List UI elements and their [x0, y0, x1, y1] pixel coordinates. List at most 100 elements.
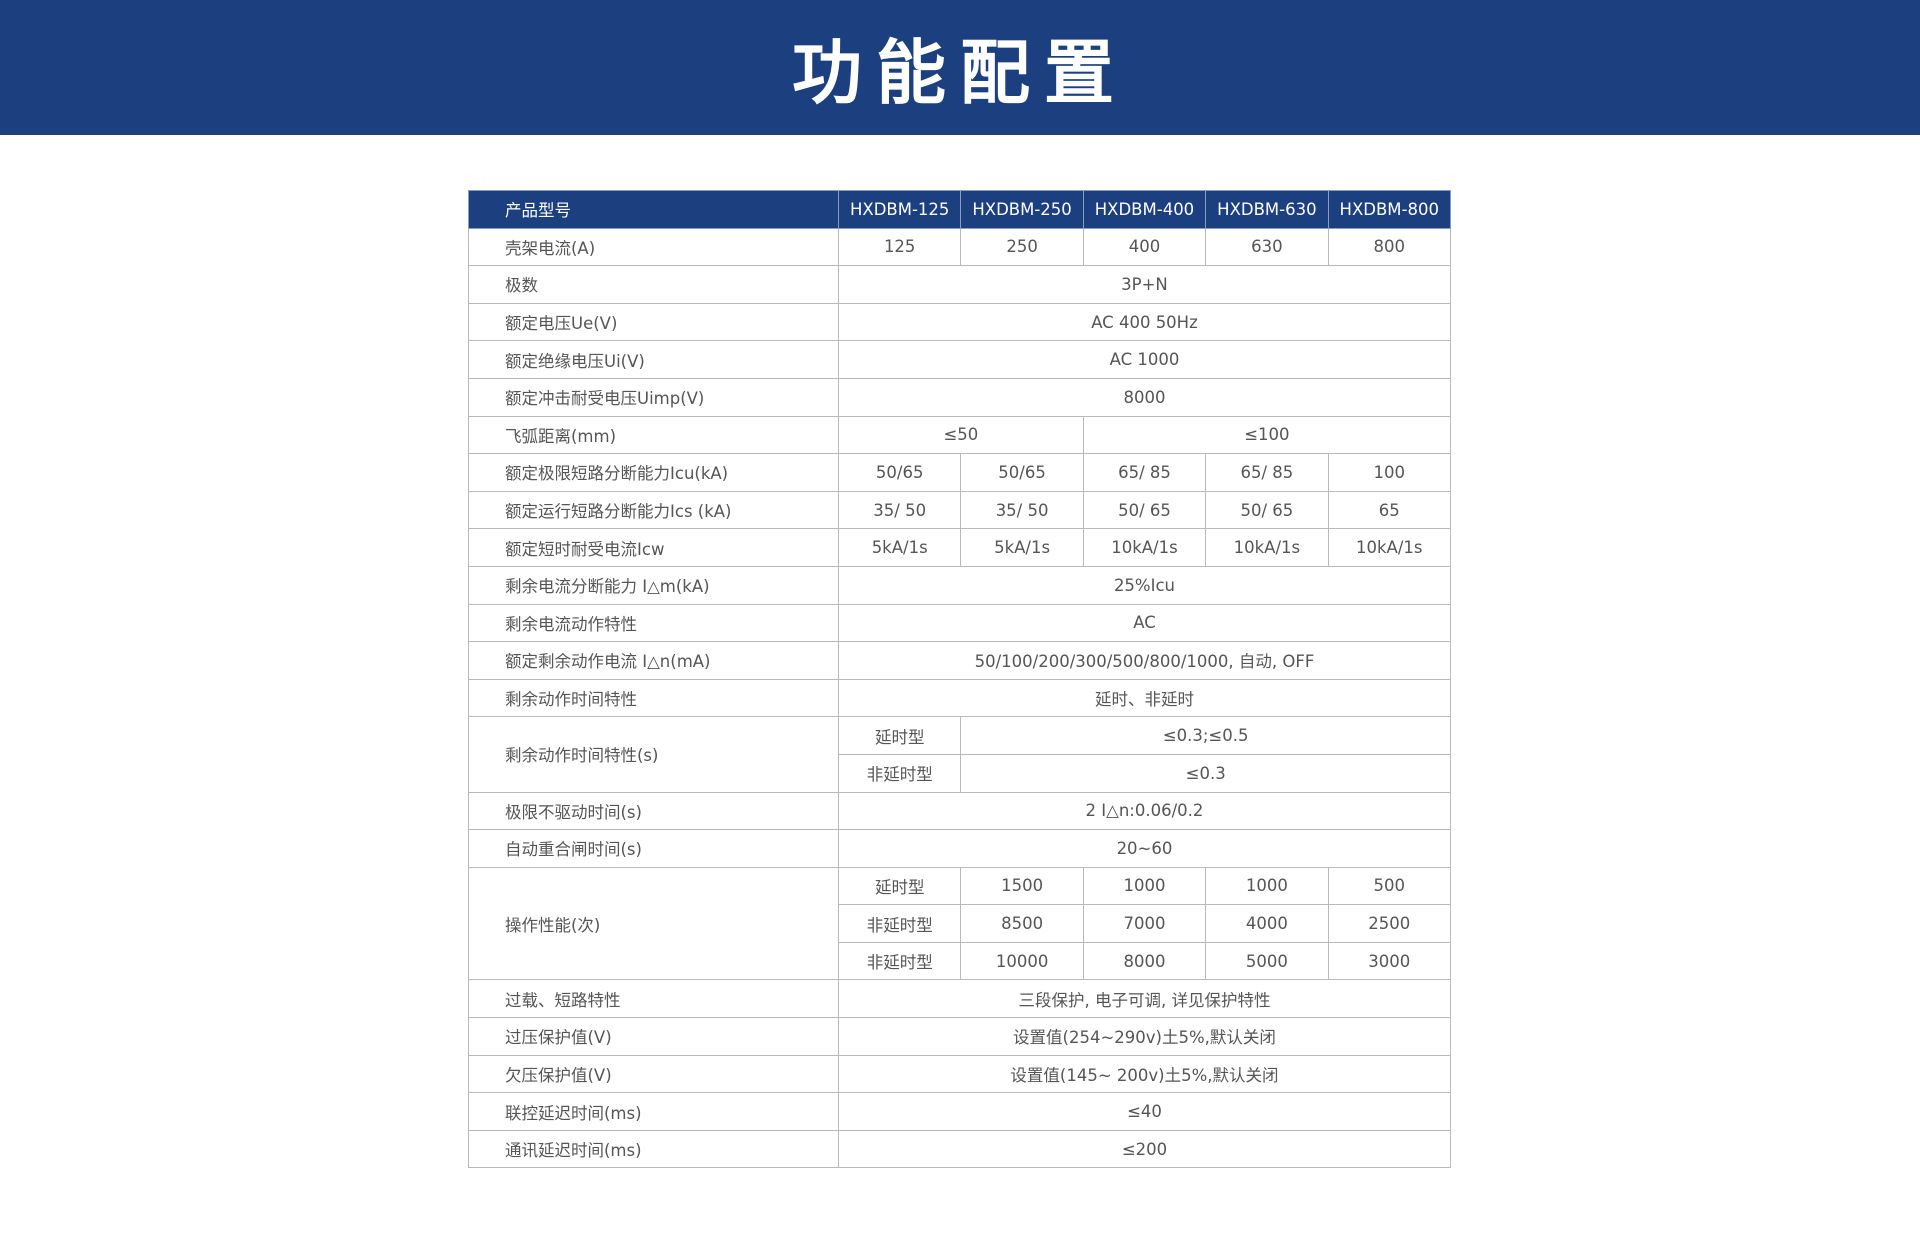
row-label: 剩余电流分断能力 I△m(kA) — [468, 565, 839, 605]
cell-value: 25%Icu — [838, 565, 1451, 605]
table-row: 额定短时耐受电流Icw 5kA/1s 5kA/1s 10kA/1s 10kA/1s 10k… — [468, 528, 1451, 567]
header-model: HXDBM-630 — [1205, 190, 1329, 229]
table-row: 剩余动作时间特性(s) 延时型 ≤0.3;≤0.5 — [468, 716, 1451, 793]
row-label: 自动重合闸时间(s) — [468, 829, 839, 868]
cell-value: 延时型 — [837, 866, 962, 906]
cell-value: 50/100/200/300/500/800/1000, 自动, OFF — [838, 641, 1451, 680]
table-row: 壳架电流(A) 125 250 400 630 800 — [468, 227, 1451, 267]
cell-value: 250 — [960, 227, 1084, 267]
cell-value: 5kA/1s — [837, 528, 962, 567]
row-label: 操作性能(次) — [468, 866, 839, 981]
row-label: 欠压保护值(V) — [468, 1054, 839, 1094]
table-row: 剩余电流分断能力 I△m(kA) 25%Icu — [468, 565, 1451, 605]
table-row: 极限不驱动时间(s) 2 I△n:0.06/0.2 — [468, 791, 1451, 831]
row-label: 极限不驱动时间(s) — [468, 791, 839, 831]
row-label: 飞弧距离(mm) — [468, 415, 839, 455]
table-row: 额定运行短路分断能力Ics (kA) 35/ 50 35/ 50 50/ 65 50/ … — [468, 490, 1451, 530]
cell-value: 500 — [1327, 866, 1451, 906]
cell-value: 延时、非延时 — [838, 678, 1451, 718]
cell-value: 10kA/1s — [1205, 528, 1329, 567]
table-row: 欠压保护值(V) 设置值(145~ 200v)土5%,默认关闭 — [468, 1054, 1451, 1094]
row-label: 过载、短路特性 — [468, 979, 839, 1019]
cell-value: 8500 — [960, 904, 1084, 943]
cell-value: 50/ 65 — [1205, 490, 1329, 530]
row-label: 额定冲击耐受电压Uimp(V) — [468, 377, 839, 417]
cell-value: 非延时型 — [837, 753, 962, 793]
row-label: 额定短时耐受电流Icw — [468, 528, 839, 567]
cell-value: 400 — [1082, 227, 1207, 267]
table-row: 额定电压Ue(V) AC 400 50Hz — [468, 302, 1451, 342]
cell-value: 50/65 — [960, 453, 1084, 492]
table-row: 飞弧距离(mm) ≤50 ≤100 — [468, 415, 1451, 455]
row-label: 剩余动作时间特性 — [468, 678, 839, 718]
row-label: 额定绝缘电压Ui(V) — [468, 340, 839, 379]
cell-value: 7000 — [1082, 904, 1207, 943]
table-row: 非延时型 10000 8000 5000 3000 — [469, 941, 1451, 981]
cell-value: AC 400 50Hz — [838, 302, 1451, 342]
cell-value: 2500 — [1327, 904, 1451, 943]
row-label: 额定运行短路分断能力Ics (kA) — [468, 490, 839, 530]
cell-value: 1500 — [960, 866, 1084, 906]
cell-value: ≤100 — [1082, 415, 1451, 455]
cell-value: 50/65 — [837, 453, 962, 492]
cell-value: 4000 — [1205, 904, 1329, 943]
cell-value: 5000 — [1205, 941, 1329, 981]
cell-value: 延时型 — [837, 716, 962, 755]
row-label: 额定剩余动作电流 I△n(mA) — [468, 641, 839, 680]
table-row: 额定冲击耐受电压Uimp(V) 8000 — [468, 377, 1451, 417]
table-row: 非延时型 8500 7000 4000 2500 — [469, 904, 1451, 943]
cell-value: AC 1000 — [838, 340, 1451, 379]
cell-value: 3P+N — [838, 265, 1451, 304]
table-row: 自动重合闸时间(s) 20~60 — [468, 829, 1451, 868]
row-label: 过压保护值(V) — [468, 1017, 839, 1056]
table-row: 通讯延迟时间(ms) ≤200 — [468, 1129, 1451, 1169]
cell-value: ≤40 — [838, 1092, 1451, 1131]
table-row: 联控延迟时间(ms) ≤40 — [468, 1092, 1451, 1131]
cell-value: 非延时型 — [837, 941, 962, 981]
row-label: 通讯延迟时间(ms) — [468, 1129, 839, 1169]
cell-value: 1000 — [1205, 866, 1329, 906]
cell-value: 800 — [1327, 227, 1451, 267]
cell-value: 630 — [1205, 227, 1329, 267]
table-row: 剩余电流动作特性 AC — [468, 603, 1451, 643]
header-model: HXDBM-400 — [1082, 190, 1207, 229]
cell-value: ≤0.3;≤0.5 — [960, 716, 1451, 755]
title-banner: 功能配置 — [0, 0, 1920, 135]
cell-value: 10000 — [960, 941, 1084, 981]
row-label: 额定极限短路分断能力Icu(kA) — [468, 453, 839, 492]
row-label: 联控延迟时间(ms) — [468, 1092, 839, 1131]
cell-value: 125 — [837, 227, 962, 267]
cell-value: 设置值(145~ 200v)土5%,默认关闭 — [838, 1054, 1451, 1094]
table-row: 额定剩余动作电流 I△n(mA) 50/100/200/300/500/800/1… — [468, 641, 1451, 680]
cell-value: ≤50 — [838, 415, 1084, 455]
row-label: 剩余电流动作特性 — [468, 603, 839, 643]
cell-value: 65/ 85 — [1205, 453, 1329, 492]
page-title: 功能配置 — [792, 32, 1128, 114]
row-label: 额定电压Ue(V) — [468, 302, 839, 342]
cell-value: ≤200 — [838, 1129, 1451, 1169]
cell-value: 10kA/1s — [1082, 528, 1207, 567]
row-label: 剩余动作时间特性(s) — [468, 716, 839, 793]
cell-value: 8000 — [838, 377, 1451, 417]
cell-value: ≤0.3 — [960, 753, 1451, 793]
cell-value: 10kA/1s — [1327, 528, 1451, 567]
row-label: 壳架电流(A) — [468, 227, 839, 267]
cell-value: 65 — [1327, 490, 1451, 530]
cell-value: 35/ 50 — [960, 490, 1084, 530]
cell-value: 2 I△n:0.06/0.2 — [838, 791, 1451, 831]
cell-value: AC — [838, 603, 1451, 643]
table-row: 过载、短路特性 三段保护, 电子可调, 详见保护特性 — [468, 979, 1451, 1019]
cell-value: 20~60 — [838, 829, 1451, 868]
header-model: HXDBM-800 — [1327, 190, 1451, 229]
cell-value: 100 — [1327, 453, 1451, 492]
cell-value: 非延时型 — [837, 904, 962, 943]
cell-value: 1000 — [1082, 866, 1207, 906]
cell-value: 3000 — [1327, 941, 1451, 981]
spec-table: 产品型号 HXDBM-125 HXDBM-250 HXDBM-400 HXDBM… — [468, 190, 1451, 1169]
header-label: 产品型号 — [468, 190, 839, 229]
table-row: 极数 3P+N — [468, 265, 1451, 304]
table-row: 剩余动作时间特性 延时、非延时 — [468, 678, 1451, 718]
header-model: HXDBM-125 — [837, 190, 962, 229]
header-model: HXDBM-250 — [960, 190, 1084, 229]
cell-value: 65/ 85 — [1082, 453, 1207, 492]
